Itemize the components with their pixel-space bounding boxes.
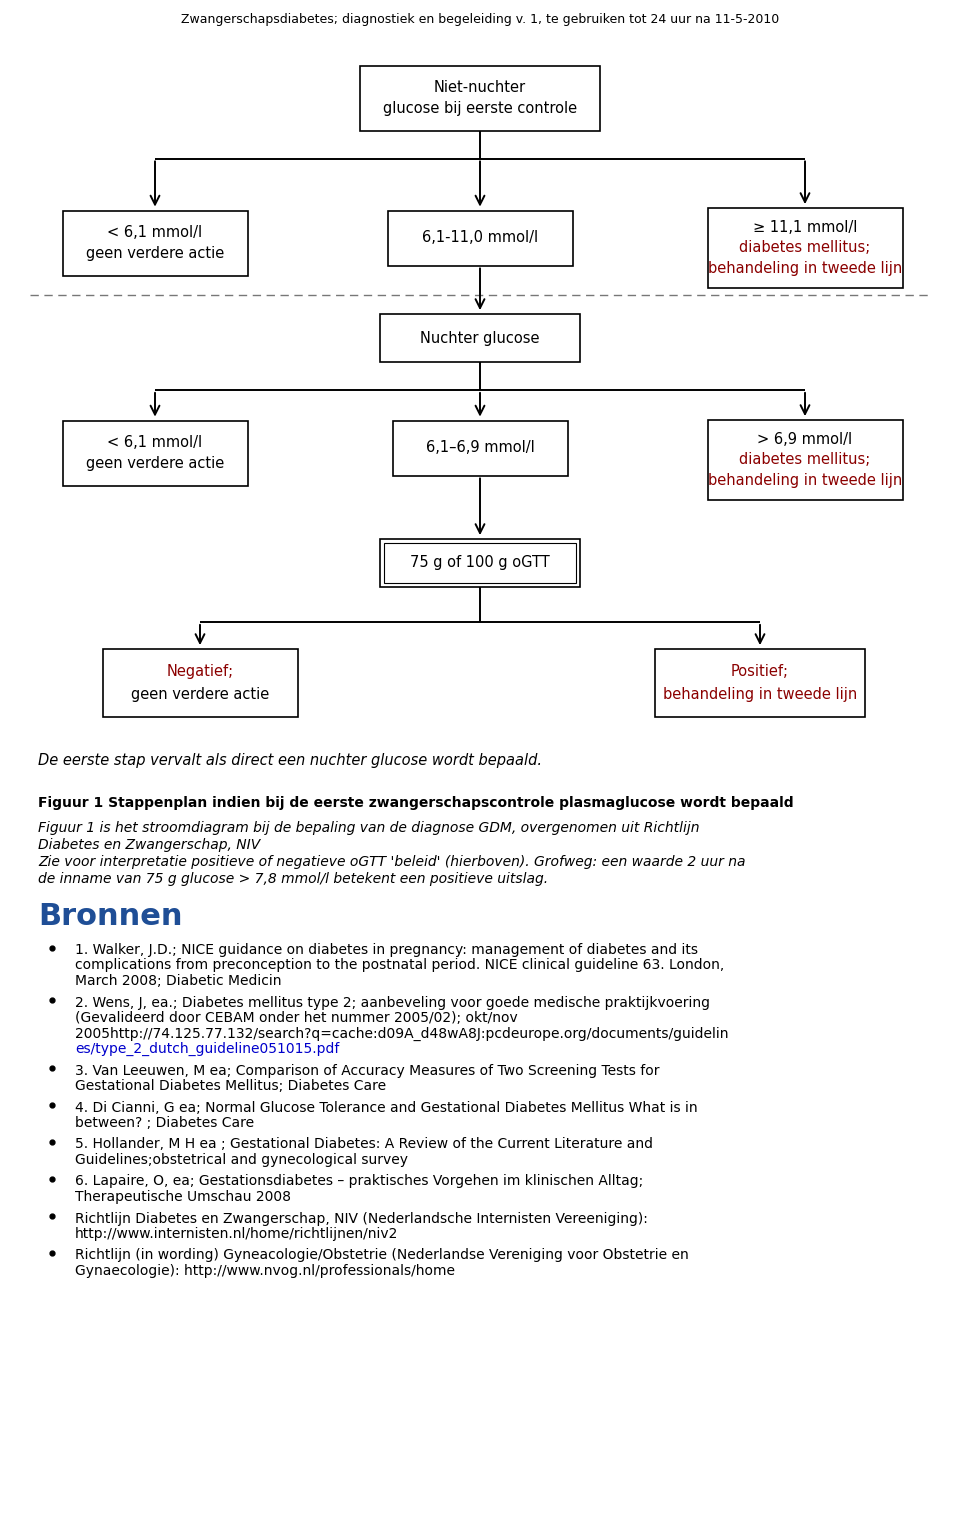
Text: geen verdere actie: geen verdere actie — [85, 246, 224, 261]
Text: Guidelines;obstetrical and gynecological survey: Guidelines;obstetrical and gynecological… — [75, 1154, 408, 1167]
Text: Niet-nuchter: Niet-nuchter — [434, 79, 526, 95]
Bar — [360, 66, 600, 130]
Text: 1. Walker, J.D.; NICE guidance on diabetes in pregnancy: management of diabetes : 1. Walker, J.D.; NICE guidance on diabet… — [75, 943, 698, 957]
Bar — [62, 211, 248, 275]
Bar — [708, 420, 902, 500]
Text: Therapeutische Umschau 2008: Therapeutische Umschau 2008 — [75, 1190, 291, 1204]
Text: Zie voor interpretatie positieve of negatieve oGTT 'beleid' (hierboven). Grofweg: Zie voor interpretatie positieve of nega… — [38, 856, 746, 869]
Text: 4. Di Cianni, G ea; Normal Glucose Tolerance and Gestational Diabetes Mellitus W: 4. Di Cianni, G ea; Normal Glucose Toler… — [75, 1100, 698, 1114]
Bar — [388, 211, 572, 266]
Text: behandeling in tweede lijn: behandeling in tweede lijn — [662, 686, 857, 701]
Text: Diabetes en Zwangerschap, NIV: Diabetes en Zwangerschap, NIV — [38, 837, 260, 853]
Bar — [380, 313, 580, 362]
Text: de inname van 75 g glucose > 7,8 mmol/l betekent een positieve uitslag.: de inname van 75 g glucose > 7,8 mmol/l … — [38, 872, 548, 886]
Text: > 6,9 mmol/l: > 6,9 mmol/l — [757, 432, 852, 448]
Text: Figuur 1 Stappenplan indien bij de eerste zwangerschapscontrole plasmaglucose wo: Figuur 1 Stappenplan indien bij de eerst… — [38, 796, 794, 810]
Text: between? ; Diabetes Care: between? ; Diabetes Care — [75, 1115, 254, 1131]
Text: 2005http://74.125.77.132/search?q=cache:d09A_d48wA8J:pcdeurope.org/documents/gui: 2005http://74.125.77.132/search?q=cache:… — [75, 1027, 729, 1041]
Text: 75 g of 100 g oGTT: 75 g of 100 g oGTT — [410, 556, 550, 570]
Text: diabetes mellitus;: diabetes mellitus; — [739, 240, 871, 255]
Text: behandeling in tweede lijn: behandeling in tweede lijn — [708, 260, 902, 275]
Text: es/type_2_dutch_guideline051015.pdf: es/type_2_dutch_guideline051015.pdf — [75, 1042, 340, 1056]
Bar — [655, 649, 865, 717]
Text: 5. Hollander, M H ea ; Gestational Diabetes: A Review of the Current Literature : 5. Hollander, M H ea ; Gestational Diabe… — [75, 1137, 653, 1152]
Text: Negatief;: Negatief; — [166, 665, 233, 678]
Text: 6. Lapaire, O, ea; Gestationsdiabetes – praktisches Vorgehen im klinischen Allta: 6. Lapaire, O, ea; Gestationsdiabetes – … — [75, 1175, 643, 1189]
Text: 3. Van Leeuwen, M ea; Comparison of Accuracy Measures of Two Screening Tests for: 3. Van Leeuwen, M ea; Comparison of Accu… — [75, 1063, 660, 1077]
Bar — [103, 649, 298, 717]
Text: complications from preconception to the postnatal period. NICE clinical guidelin: complications from preconception to the … — [75, 958, 724, 972]
Text: < 6,1 mmol/l: < 6,1 mmol/l — [108, 225, 203, 240]
Text: Bronnen: Bronnen — [38, 902, 182, 931]
Text: diabetes mellitus;: diabetes mellitus; — [739, 452, 871, 468]
Text: geen verdere actie: geen verdere actie — [131, 686, 269, 701]
Text: March 2008; Diabetic Medicin: March 2008; Diabetic Medicin — [75, 973, 281, 989]
Bar — [62, 420, 248, 486]
Text: glucose bij eerste controle: glucose bij eerste controle — [383, 101, 577, 116]
Text: Positief;: Positief; — [731, 665, 789, 678]
Bar — [384, 542, 576, 584]
Text: 6,1-11,0 mmol/l: 6,1-11,0 mmol/l — [422, 231, 538, 246]
Bar — [393, 420, 567, 475]
Bar — [708, 208, 902, 287]
Text: http://www.internisten.nl/home/richtlijnen/niv2: http://www.internisten.nl/home/richtlijn… — [75, 1227, 398, 1241]
Text: 6,1–6,9 mmol/l: 6,1–6,9 mmol/l — [425, 440, 535, 455]
Text: ≥ 11,1 mmol/l: ≥ 11,1 mmol/l — [753, 220, 857, 235]
Text: Gestational Diabetes Mellitus; Diabetes Care: Gestational Diabetes Mellitus; Diabetes … — [75, 1079, 386, 1093]
Text: (Gevalideerd door CEBAM onder het nummer 2005/02); okt/nov: (Gevalideerd door CEBAM onder het nummer… — [75, 1012, 517, 1025]
Text: Gynaecologie): http://www.nvog.nl/professionals/home: Gynaecologie): http://www.nvog.nl/profes… — [75, 1264, 455, 1277]
Text: Zwangerschapsdiabetes; diagnostiek en begeleiding v. 1, te gebruiken tot 24 uur : Zwangerschapsdiabetes; diagnostiek en be… — [180, 14, 780, 26]
Text: 2. Wens, J, ea.; Diabetes mellitus type 2; aanbeveling voor goede medische prakt: 2. Wens, J, ea.; Diabetes mellitus type … — [75, 996, 710, 1010]
Text: geen verdere actie: geen verdere actie — [85, 457, 224, 471]
Text: De eerste stap vervalt als direct een nuchter glucose wordt bepaald.: De eerste stap vervalt als direct een nu… — [38, 753, 542, 769]
Text: Figuur 1 is het stroomdiagram bij de bepaling van de diagnose GDM, overgenomen u: Figuur 1 is het stroomdiagram bij de bep… — [38, 821, 700, 834]
Text: Nuchter glucose: Nuchter glucose — [420, 330, 540, 345]
Text: Richtlijn (in wording) Gyneacologie/Obstetrie (Nederlandse Vereniging voor Obste: Richtlijn (in wording) Gyneacologie/Obst… — [75, 1248, 688, 1262]
Text: behandeling in tweede lijn: behandeling in tweede lijn — [708, 472, 902, 487]
Bar — [380, 539, 580, 587]
Text: < 6,1 mmol/l: < 6,1 mmol/l — [108, 434, 203, 449]
Text: Richtlijn Diabetes en Zwangerschap, NIV (Nederlandsche Internisten Vereeniging):: Richtlijn Diabetes en Zwangerschap, NIV … — [75, 1212, 648, 1225]
